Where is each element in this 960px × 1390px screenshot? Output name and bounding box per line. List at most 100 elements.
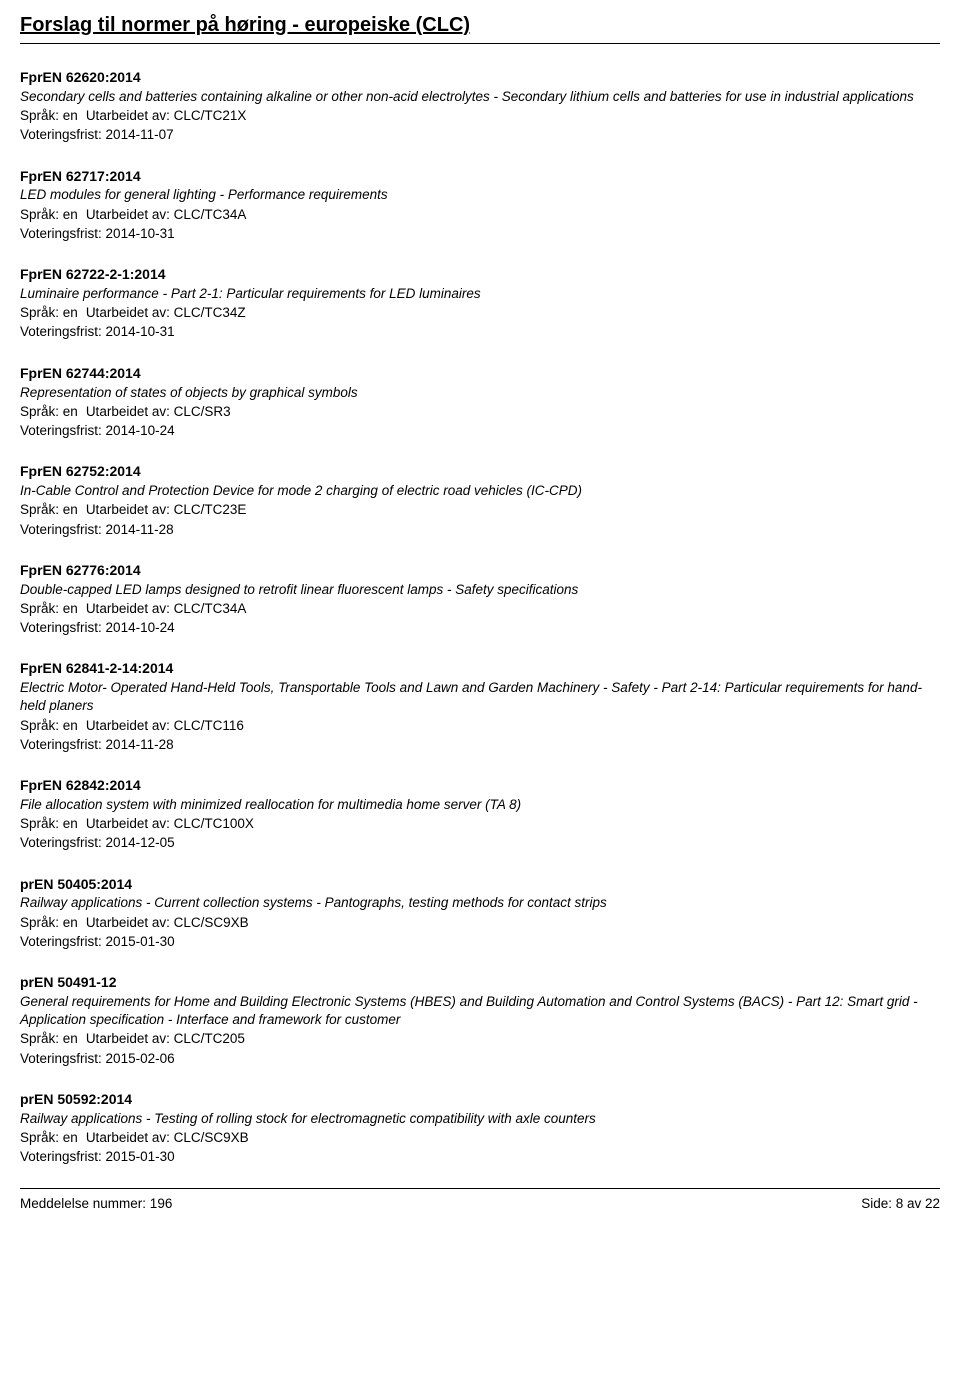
voteringsfrist-label: Voteringsfrist: [20, 1051, 106, 1066]
entry-meta-line: Språk: en Utarbeidet av: CLC/TC205 [20, 1030, 940, 1048]
entry-frist-line: Voteringsfrist: 2015-01-30 [20, 1148, 940, 1166]
entry-frist-line: Voteringsfrist: 2014-11-28 [20, 521, 940, 539]
sprak-label: Språk: [20, 108, 63, 123]
utarbeidet-value: CLC/TC34A [174, 601, 247, 616]
entry-frist-line: Voteringsfrist: 2015-02-06 [20, 1050, 940, 1068]
utarbeidet-label: Utarbeidet av: [86, 718, 174, 733]
utarbeidet-value: CLC/TC21X [174, 108, 247, 123]
utarbeidet-value: CLC/SR3 [174, 404, 231, 419]
entry-code: prEN 50592:2014 [20, 1090, 940, 1109]
entry-frist-line: Voteringsfrist: 2014-11-07 [20, 126, 940, 144]
sprak-value: en [63, 718, 78, 733]
standard-entry: FprEN 62717:2014LED modules for general … [20, 167, 940, 244]
sprak-value: en [63, 601, 78, 616]
footer-divider [20, 1188, 940, 1189]
sprak-label: Språk: [20, 718, 63, 733]
utarbeidet-value: CLC/SC9XB [174, 915, 249, 930]
entry-description: Double-capped LED lamps designed to retr… [20, 581, 940, 599]
voteringsfrist-value: 2015-01-30 [106, 934, 175, 949]
voteringsfrist-label: Voteringsfrist: [20, 324, 106, 339]
entry-meta-line: Språk: enUtarbeidet av: CLC/SC9XB [20, 914, 940, 932]
entry-meta-line: Språk: enUtarbeidet av: CLC/TC23E [20, 501, 940, 519]
entry-description: General requirements for Home and Buildi… [20, 993, 940, 1029]
entry-code: FprEN 62842:2014 [20, 776, 940, 795]
footer: Meddelelse nummer: 196 Side: 8 av 22 [20, 1195, 940, 1213]
standard-entry: FprEN 62752:2014In-Cable Control and Pro… [20, 462, 940, 539]
voteringsfrist-value: 2014-12-05 [106, 835, 175, 850]
voteringsfrist-value: 2014-11-07 [106, 127, 174, 142]
standard-entry: FprEN 62722-2-1:2014Luminaire performanc… [20, 265, 940, 342]
title-divider [20, 43, 940, 44]
sprak-label: Språk: [20, 305, 63, 320]
entry-code: prEN 50491-12 [20, 973, 940, 992]
entries-list: FprEN 62620:2014Secondary cells and batt… [20, 68, 940, 1166]
standard-entry: FprEN 62776:2014Double-capped LED lamps … [20, 561, 940, 638]
entry-frist-line: Voteringsfrist: 2014-12-05 [20, 834, 940, 852]
utarbeidet-value: CLC/TC205 [174, 1031, 245, 1046]
standard-entry: prEN 50405:2014Railway applications - Cu… [20, 875, 940, 952]
utarbeidet-label: Utarbeidet av: [86, 305, 174, 320]
sprak-label: Språk: [20, 1130, 63, 1145]
utarbeidet-label: Utarbeidet av: [86, 404, 174, 419]
entry-frist-line: Voteringsfrist: 2014-10-24 [20, 619, 940, 637]
entry-frist-line: Voteringsfrist: 2015-01-30 [20, 933, 940, 951]
voteringsfrist-value: 2014-10-24 [106, 423, 175, 438]
standard-entry: FprEN 62744:2014Representation of states… [20, 364, 940, 441]
utarbeidet-value: CLC/TC23E [174, 502, 247, 517]
standard-entry: FprEN 62842:2014File allocation system w… [20, 776, 940, 853]
sprak-label: Språk: [20, 207, 63, 222]
voteringsfrist-label: Voteringsfrist: [20, 423, 106, 438]
utarbeidet-label: Utarbeidet av: [86, 1130, 174, 1145]
utarbeidet-label: Utarbeidet av: [86, 601, 174, 616]
utarbeidet-value: CLC/TC34Z [174, 305, 246, 320]
entry-description: File allocation system with minimized re… [20, 796, 940, 814]
sprak-label: Språk: [20, 404, 63, 419]
entry-code: FprEN 62744:2014 [20, 364, 940, 383]
voteringsfrist-value: 2014-10-24 [106, 620, 175, 635]
entry-meta-line: Språk: enUtarbeidet av: CLC/SR3 [20, 403, 940, 421]
voteringsfrist-label: Voteringsfrist: [20, 737, 106, 752]
voteringsfrist-label: Voteringsfrist: [20, 522, 106, 537]
entry-frist-line: Voteringsfrist: 2014-10-31 [20, 225, 940, 243]
entry-frist-line: Voteringsfrist: 2014-11-28 [20, 736, 940, 754]
sprak-value: en [63, 502, 78, 517]
entry-code: FprEN 62776:2014 [20, 561, 940, 580]
voteringsfrist-label: Voteringsfrist: [20, 620, 106, 635]
entry-code: prEN 50405:2014 [20, 875, 940, 894]
sprak-value: en [63, 305, 78, 320]
sprak-label: Språk: [20, 915, 63, 930]
sprak-value: en [63, 816, 78, 831]
entry-code: FprEN 62722-2-1:2014 [20, 265, 940, 284]
page-title: Forslag til normer på høring - europeisk… [20, 12, 940, 39]
sprak-value: en [63, 915, 78, 930]
standard-entry: FprEN 62841-2-14:2014Electric Motor- Ope… [20, 659, 940, 754]
utarbeidet-value: CLC/SC9XB [174, 1130, 249, 1145]
entry-description: Luminaire performance - Part 2-1: Partic… [20, 285, 940, 303]
voteringsfrist-value: 2015-01-30 [106, 1149, 175, 1164]
sprak-label: Språk: [20, 1031, 63, 1046]
entry-meta-line: Språk: enUtarbeidet av: CLC/TC34A [20, 600, 940, 618]
entry-code: FprEN 62717:2014 [20, 167, 940, 186]
voteringsfrist-value: 2014-11-28 [106, 522, 174, 537]
entry-code: FprEN 62752:2014 [20, 462, 940, 481]
utarbeidet-value: CLC/TC100X [174, 816, 254, 831]
standard-entry: FprEN 62620:2014Secondary cells and batt… [20, 68, 940, 145]
entry-meta-line: Språk: enUtarbeidet av: CLC/TC116 [20, 717, 940, 735]
entry-description: Electric Motor- Operated Hand-Held Tools… [20, 679, 940, 715]
footer-left: Meddelelse nummer: 196 [20, 1195, 172, 1213]
entry-meta-line: Språk: enUtarbeidet av: CLC/TC34A [20, 206, 940, 224]
entry-frist-line: Voteringsfrist: 2014-10-31 [20, 323, 940, 341]
sprak-value: en [63, 1031, 78, 1046]
voteringsfrist-value: 2015-02-06 [106, 1051, 175, 1066]
standard-entry: prEN 50491-12General requirements for Ho… [20, 973, 940, 1068]
entry-description: LED modules for general lighting - Perfo… [20, 186, 940, 204]
voteringsfrist-value: 2014-10-31 [106, 226, 175, 241]
footer-right: Side: 8 av 22 [861, 1195, 940, 1213]
sprak-value: en [63, 108, 78, 123]
utarbeidet-label: Utarbeidet av: [86, 1031, 174, 1046]
entry-code: FprEN 62841-2-14:2014 [20, 659, 940, 678]
entry-meta-line: Språk: enUtarbeidet av: CLC/SC9XB [20, 1129, 940, 1147]
entry-description: Railway applications - Testing of rollin… [20, 1110, 940, 1128]
voteringsfrist-label: Voteringsfrist: [20, 1149, 106, 1164]
entry-frist-line: Voteringsfrist: 2014-10-24 [20, 422, 940, 440]
